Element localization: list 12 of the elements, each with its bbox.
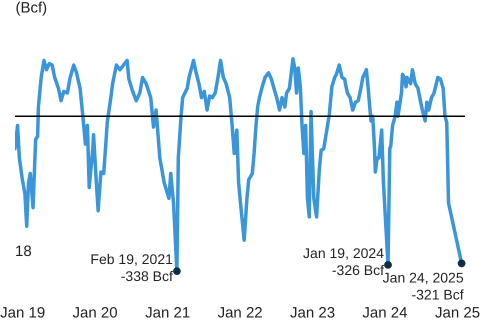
x-tick-label: Jan 19: [0, 304, 46, 320]
x-tick-label: Jan 25: [435, 304, 480, 320]
x-tick-label: Jan 23: [290, 304, 336, 320]
x-tick-label: Jan 24: [362, 304, 408, 320]
annotation: 18: [15, 243, 32, 260]
annotation: Jan 19, 2024 -326 Bcf: [303, 244, 384, 278]
annotation: Feb 19, 2021 -338 Bcf: [90, 251, 174, 284]
annotation: Jan 24, 2025 -321 Bcf: [382, 269, 464, 302]
x-tick-label: Jan 22: [218, 304, 263, 320]
x-tick-label: Jan 21: [145, 304, 190, 320]
x-tick-label: Jan 20: [72, 304, 118, 320]
y-axis-title: (Bcf): [16, 0, 48, 16]
